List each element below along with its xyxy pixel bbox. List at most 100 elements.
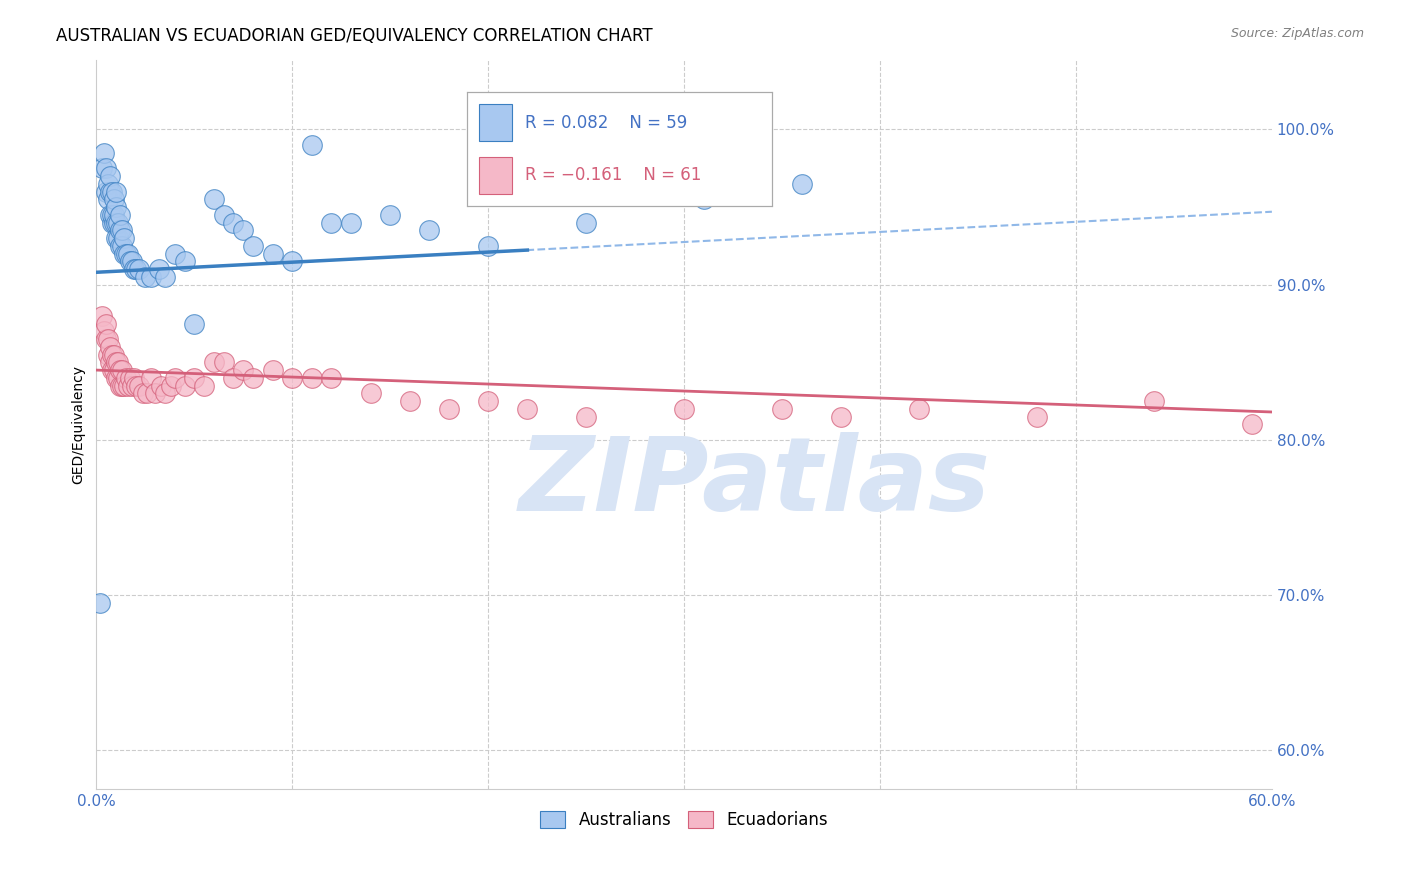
Point [94,161,117,176]
Point [132,386,155,401]
Point [121,254,143,268]
Point [103,363,125,377]
Point [1025,409,1047,424]
Point [360,386,382,401]
Point [693,192,716,206]
Point [380,208,402,222]
Point [101,347,124,361]
Point [340,216,363,230]
Point [114,371,136,385]
Point [281,254,304,268]
Point [111,378,134,392]
Point [107,216,129,230]
Point [202,355,225,369]
Point [128,378,150,392]
Point [121,378,143,392]
Point [212,355,235,369]
Point [104,355,127,369]
Point [98,208,121,222]
Point [91,309,114,323]
Point [124,378,146,392]
Point [97,177,120,191]
Point [91,161,114,176]
Point [122,262,145,277]
Point [124,262,146,277]
Point [111,223,134,237]
Point [262,363,284,377]
Point [437,401,460,416]
Point [108,208,131,222]
Point [222,216,245,230]
Point [770,401,793,416]
Point [212,208,235,222]
Point [103,192,125,206]
Point [790,177,813,191]
Point [477,239,499,253]
Point [202,192,225,206]
Point [114,246,136,260]
Point [1241,417,1264,432]
Point [159,378,181,392]
Point [143,386,166,401]
Point [153,269,176,284]
Point [103,347,125,361]
Point [97,192,120,206]
Point [321,371,343,385]
Point [104,231,127,245]
Point [232,223,254,237]
Point [112,231,135,245]
Point [98,185,121,199]
Point [104,185,127,199]
Point [104,371,127,385]
Point [103,216,125,230]
Point [673,401,696,416]
Point [93,145,115,160]
Point [153,386,176,401]
Point [107,355,129,369]
Point [301,371,323,385]
Point [193,378,215,392]
Point [98,169,121,183]
Point [94,185,117,199]
Point [398,394,420,409]
Point [104,200,127,214]
Point [94,332,117,346]
Text: Source: ZipAtlas.com: Source: ZipAtlas.com [1230,27,1364,40]
Point [108,363,131,377]
Point [148,262,170,277]
Point [183,317,205,331]
Point [118,254,141,268]
Point [575,216,598,230]
Point [94,317,117,331]
Point [89,596,111,610]
Text: AUSTRALIAN VS ECUADORIAN GED/EQUIVALENCY CORRELATION CHART: AUSTRALIAN VS ECUADORIAN GED/EQUIVALENCY… [56,27,652,45]
Point [301,138,323,153]
Point [97,332,120,346]
Point [112,378,135,392]
Point [232,363,254,377]
Point [111,363,134,377]
Point [173,378,195,392]
Point [418,223,440,237]
Point [136,386,159,401]
Point [516,401,538,416]
Point [128,262,150,277]
Point [101,185,124,199]
Point [98,355,121,369]
Point [107,371,129,385]
Point [97,347,120,361]
Point [122,371,145,385]
Point [242,239,264,253]
Legend: Australians, Ecuadorians: Australians, Ecuadorians [534,804,835,836]
Point [108,223,131,237]
Point [101,363,124,377]
Point [111,239,134,253]
Point [281,371,304,385]
Point [104,216,127,230]
Point [222,371,245,385]
Point [163,246,186,260]
Y-axis label: GED/Equivalency: GED/Equivalency [72,365,86,484]
Point [1143,394,1166,409]
Point [477,394,499,409]
Point [321,216,343,230]
